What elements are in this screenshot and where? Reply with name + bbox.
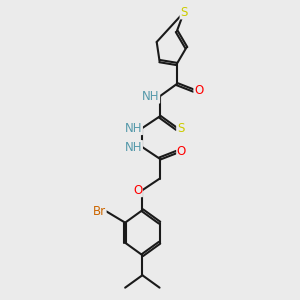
Text: NH: NH (125, 122, 142, 134)
Text: O: O (177, 146, 186, 158)
Text: O: O (133, 184, 142, 197)
Text: NH: NH (142, 90, 160, 103)
Text: O: O (194, 84, 203, 97)
Text: S: S (180, 6, 188, 19)
Text: Br: Br (93, 205, 106, 218)
Text: NH: NH (125, 141, 142, 154)
Text: S: S (177, 122, 184, 136)
